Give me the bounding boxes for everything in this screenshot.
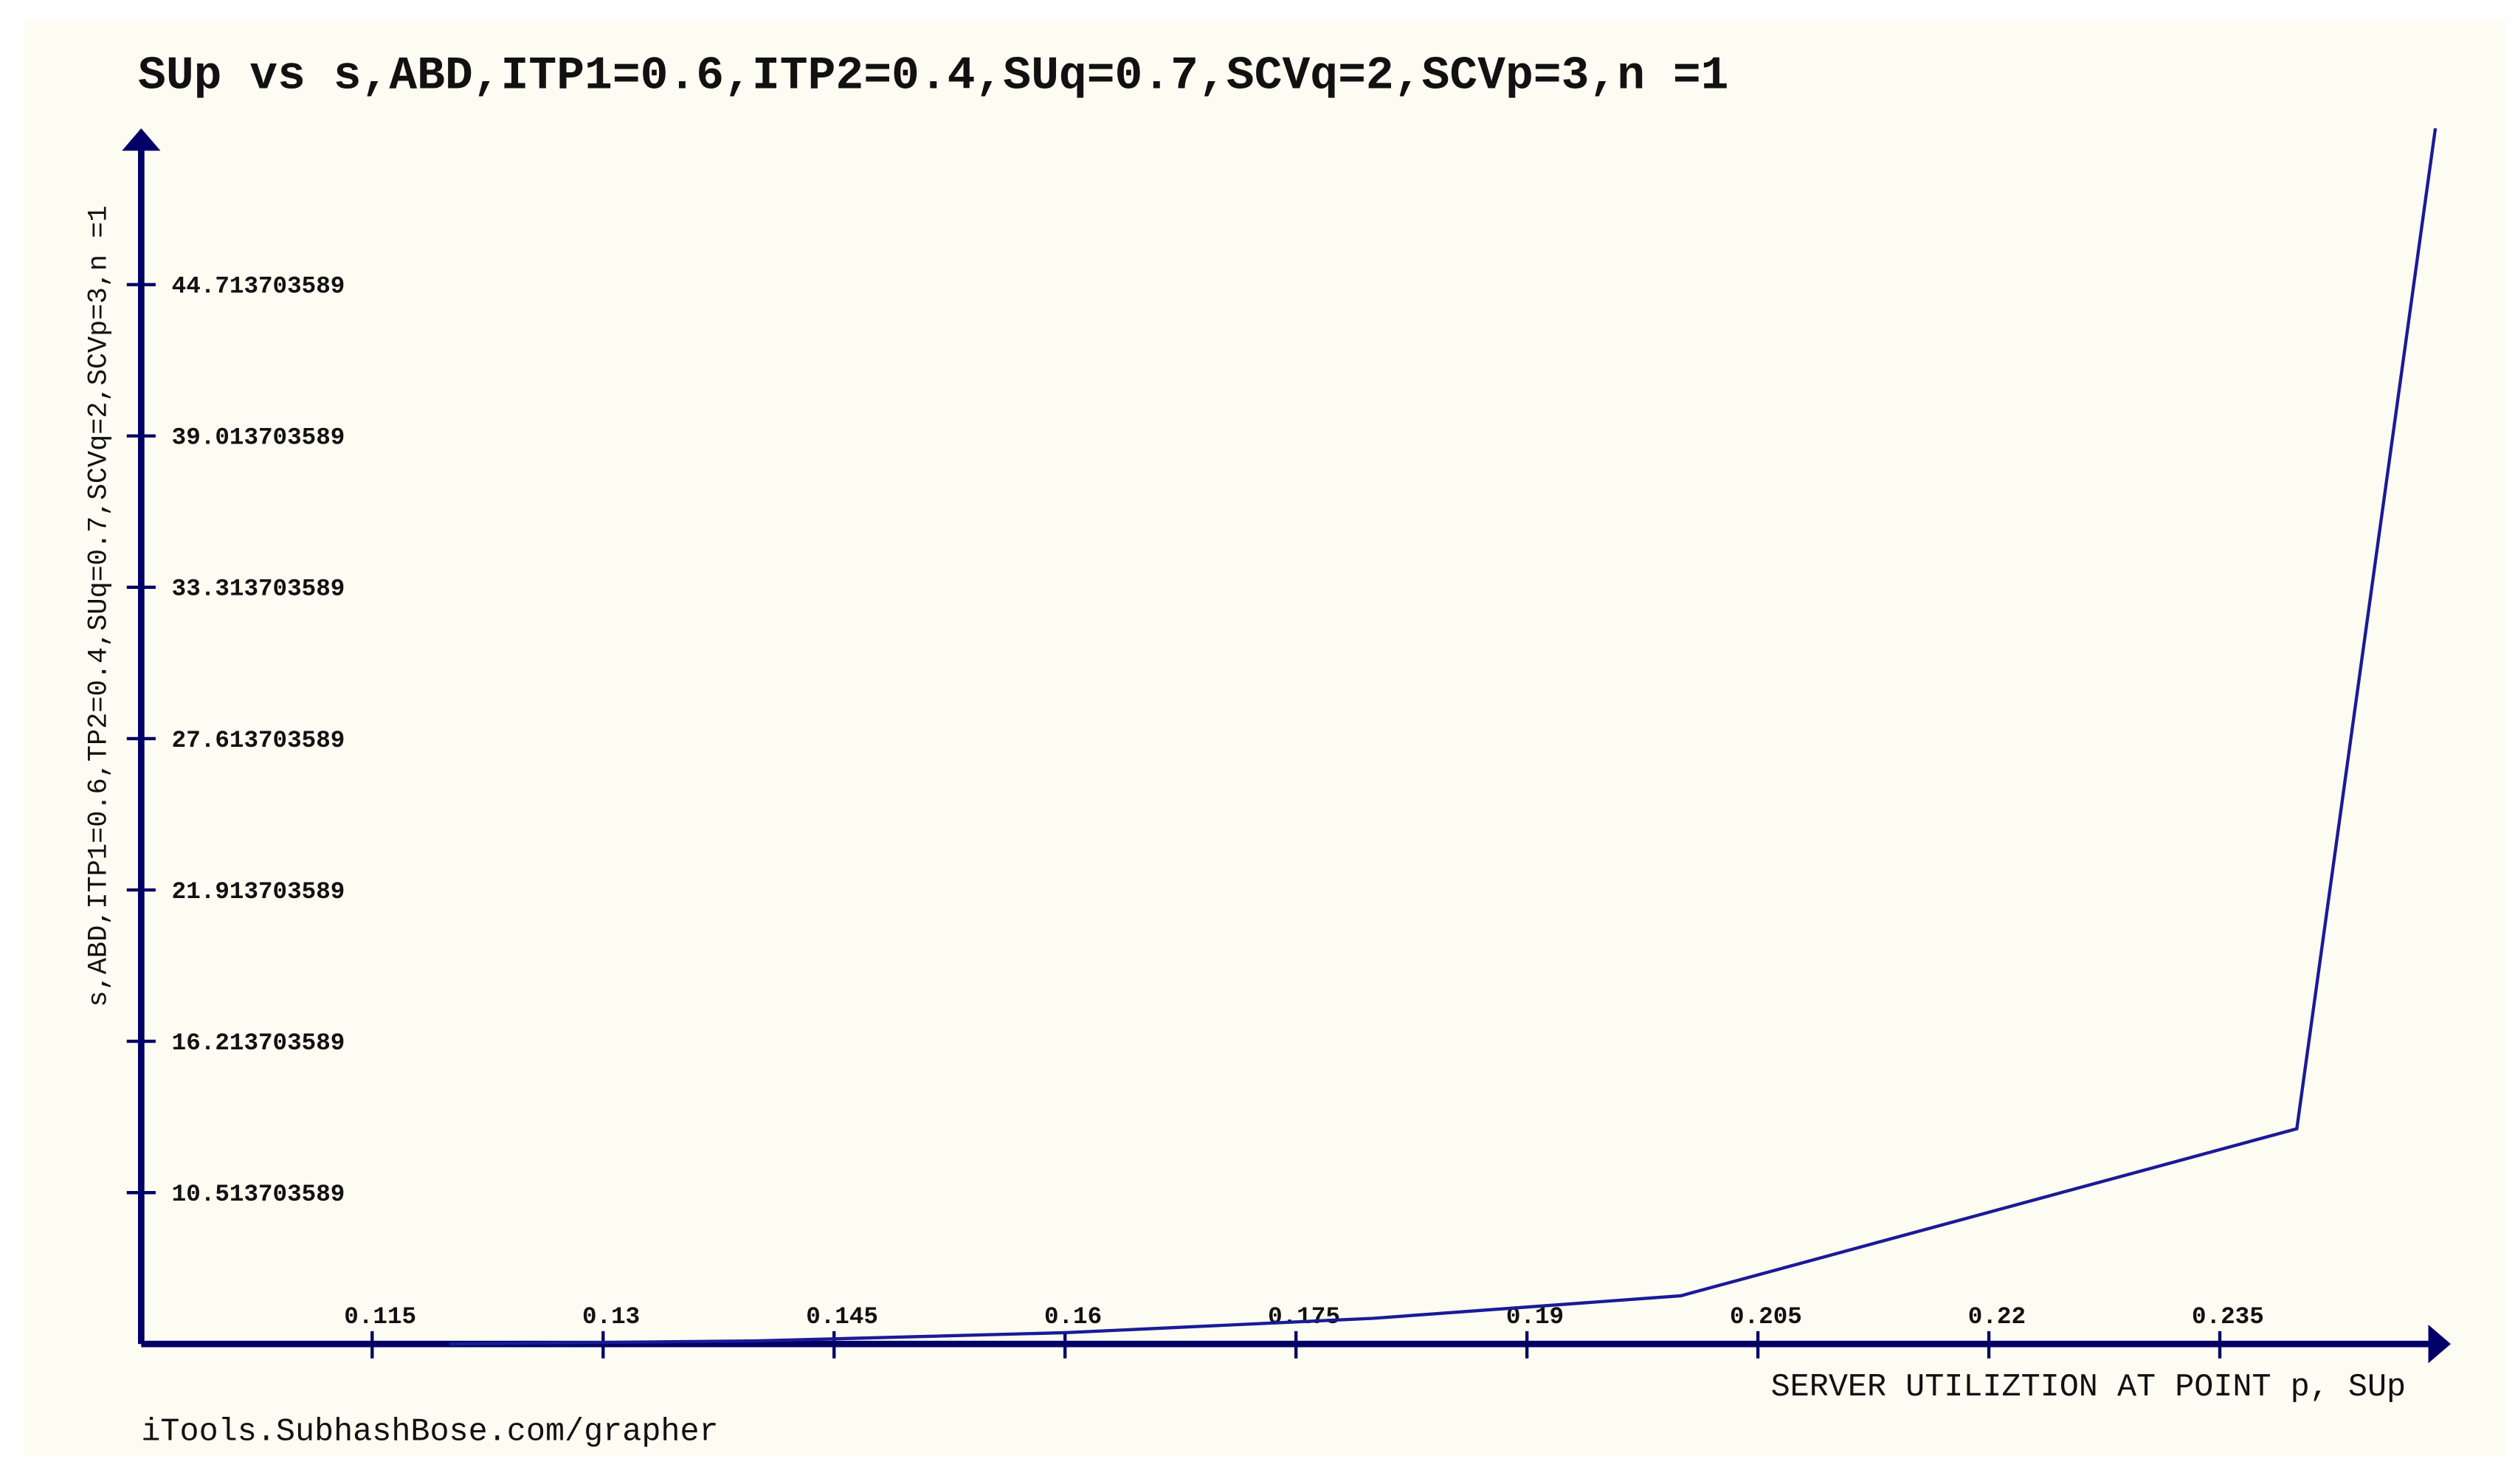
footer: iTools.SubhashBose.com/grapher	[141, 1415, 718, 1451]
data-line	[449, 128, 2438, 1346]
chart-title: SUp vs s,ABD,ITP1=0.6,ITP2=0.4,SUq=0.7,S…	[138, 50, 1729, 103]
x-tick-label: 0.115	[344, 1303, 416, 1331]
x-tick-label: 0.205	[1730, 1303, 1802, 1331]
x-tick-label: 0.175	[1268, 1303, 1340, 1331]
plot-background	[24, 19, 2505, 1457]
y-axis-arrow	[122, 128, 161, 151]
y-tick-label: 21.913703589	[172, 878, 345, 905]
x-tick-label: 0.13	[582, 1303, 640, 1331]
x-tick-label: 0.16	[1044, 1303, 1102, 1331]
y-tick-label: 16.213703589	[172, 1029, 345, 1057]
y-axis-label: s,ABD,ITP1=0.6,TP2=0.4,SUq=0.7,SCVq=2,SC…	[84, 205, 115, 1007]
x-tick-label: 0.235	[2192, 1303, 2264, 1331]
y-tick-label: 33.313703589	[172, 576, 345, 603]
y-tick-label: 44.713703589	[172, 273, 345, 300]
x-tick-label: 0.22	[1968, 1303, 2026, 1331]
x-axis-arrow	[2428, 1325, 2451, 1364]
y-tick-label: 10.513703589	[172, 1181, 345, 1208]
x-axis-label: SERVER UTILIZTION AT POINT p, SUp	[1771, 1370, 2407, 1406]
y-tick-label: 39.013703589	[172, 424, 345, 452]
y-tick-label: 27.613703589	[172, 727, 345, 754]
x-tick-label: 0.145	[806, 1303, 878, 1331]
